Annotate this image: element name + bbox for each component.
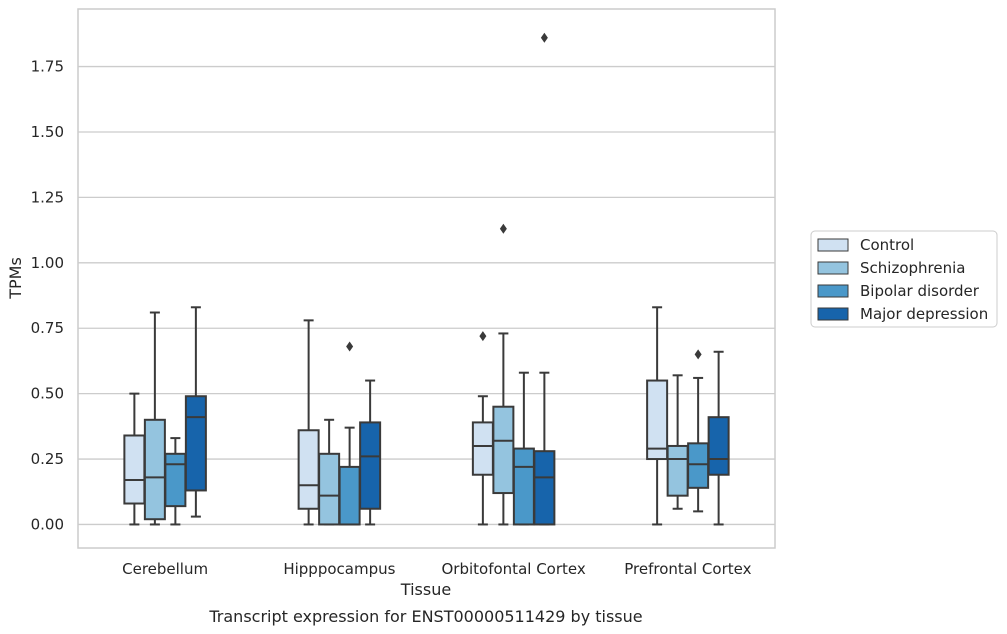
box: [123, 434, 146, 505]
box: [471, 421, 494, 476]
y-tick-label: 1.50: [31, 123, 64, 141]
box-control: [646, 306, 669, 526]
box: [533, 450, 556, 526]
box-bipolar-disorder: [164, 437, 187, 526]
y-tick-label: 0.25: [31, 450, 64, 468]
box: [359, 421, 382, 510]
box-schizophrenia: [318, 418, 341, 526]
x-tick-label: Orbitofontal Cortex: [442, 560, 586, 578]
legend-label: Schizophrenia: [860, 259, 965, 277]
box: [143, 418, 166, 521]
box-control: [297, 319, 320, 526]
legend-swatch: [817, 307, 849, 321]
legend-swatch: [817, 238, 849, 252]
box-control: [123, 392, 146, 526]
x-tick-label: Hipppocampus: [283, 560, 395, 578]
outlier-point: [499, 223, 507, 234]
legend-label: Major depression: [860, 305, 988, 323]
legend: Control Schizophrenia Bipolar disorder Majo…: [810, 230, 998, 328]
box: [184, 395, 207, 492]
y-tick-label: 0.50: [31, 385, 64, 403]
y-tick-label: 1.00: [31, 254, 64, 272]
x-tick-label: Cerebellum: [122, 560, 208, 578]
box-plots: [123, 32, 730, 526]
box: [512, 447, 535, 526]
y-tick-label: 1.25: [31, 188, 64, 206]
box: [338, 465, 361, 526]
box: [318, 452, 341, 526]
outlier-point: [540, 32, 548, 43]
outlier-point: [694, 349, 702, 360]
x-axis-title: Tissue: [400, 580, 451, 599]
box-schizophrenia: [143, 311, 166, 526]
legend-swatch: [817, 261, 849, 275]
box: [666, 444, 689, 497]
legend-frame: [810, 230, 998, 328]
y-axis-title: TPMs: [6, 257, 25, 300]
y-tick-label: 0.00: [31, 515, 64, 533]
box: [687, 442, 710, 489]
box-bipolar-disorder: [687, 349, 710, 513]
box-schizophrenia: [666, 374, 689, 510]
x-axis-ticks: Cerebellum Hipppocampus Orbitofontal Corte…: [122, 560, 751, 578]
box-bipolar-disorder: [338, 341, 361, 526]
box-major-depression: [359, 379, 382, 526]
box-control: [471, 331, 494, 526]
y-tick-label: 0.75: [31, 319, 64, 337]
y-axis-ticks: 0.00 0.25 0.50 0.75 1.00 1.25 1.50 1.75: [31, 58, 64, 534]
box-major-depression: [533, 32, 556, 526]
plot-frame: [77, 8, 776, 549]
box-bipolar-disorder: [512, 371, 535, 526]
box: [492, 405, 515, 495]
outlier-point: [479, 331, 487, 342]
legend-label: Control: [860, 236, 914, 254]
box: [646, 379, 669, 461]
x-tick-label: Prefrontal Cortex: [624, 560, 751, 578]
legend-swatch: [817, 284, 849, 298]
box: [707, 416, 730, 476]
outlier-point: [346, 341, 354, 352]
chart-title: Transcript expression for ENST0000051142…: [208, 607, 642, 626]
legend-label: Bipolar disorder: [860, 282, 980, 300]
box-schizophrenia: [492, 223, 515, 526]
box-major-depression: [184, 306, 207, 518]
box-major-depression: [707, 350, 730, 526]
box: [164, 452, 187, 508]
y-tick-label: 1.75: [31, 58, 64, 76]
box: [297, 429, 320, 510]
